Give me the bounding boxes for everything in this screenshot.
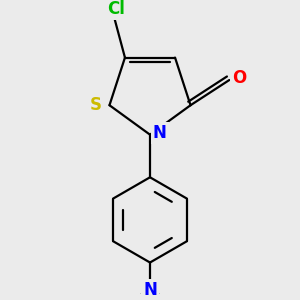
Text: S: S: [90, 96, 102, 114]
Text: N: N: [153, 124, 166, 142]
Text: O: O: [232, 69, 246, 87]
Text: N: N: [143, 280, 157, 298]
Text: Cl: Cl: [107, 0, 125, 18]
